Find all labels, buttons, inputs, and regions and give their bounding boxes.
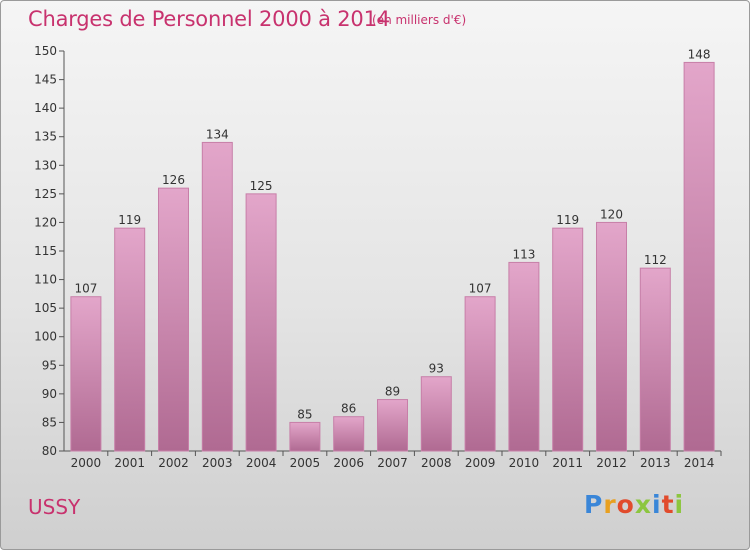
data-labels: 107 119 126 134 125 85 86 89 93 107 113 119 120 112 14… bbox=[74, 47, 710, 421]
data-label: 112 bbox=[644, 253, 667, 267]
data-label: 119 bbox=[118, 213, 141, 227]
y-tick-label: 90 bbox=[42, 387, 57, 401]
proxiti-logo[interactable]: Proxiti bbox=[584, 490, 684, 519]
bar bbox=[464, 296, 496, 452]
x-tick-label: 2004 bbox=[246, 456, 277, 470]
x-tick-label: 2007 bbox=[377, 456, 408, 470]
bar bbox=[552, 227, 584, 452]
logo-letter: o bbox=[616, 490, 635, 519]
y-tick-label: 135 bbox=[34, 130, 57, 144]
x-tick-label: 2002 bbox=[158, 456, 189, 470]
data-label: 86 bbox=[341, 402, 356, 416]
bar bbox=[420, 376, 452, 452]
y-tick-label: 140 bbox=[34, 101, 57, 115]
logo-letter: x bbox=[634, 490, 652, 519]
bar bbox=[70, 296, 102, 452]
y-tick-label: 110 bbox=[34, 273, 57, 287]
x-tick-label: 2001 bbox=[114, 456, 145, 470]
logo-letter: r bbox=[603, 490, 617, 519]
data-label: 148 bbox=[688, 47, 711, 61]
y-tick-label: 145 bbox=[34, 73, 57, 87]
logo-letter: P bbox=[584, 490, 604, 519]
bar bbox=[114, 227, 146, 452]
x-axis: 2000 2001 2002 2003 2004 2005 2006 2007 2008 2009… bbox=[64, 450, 722, 470]
bar bbox=[683, 61, 715, 452]
chart-subtitle: (en milliers d'€) bbox=[372, 13, 467, 27]
x-tick-label: 2014 bbox=[684, 456, 715, 470]
x-tick-label: 2013 bbox=[640, 456, 671, 470]
bar bbox=[245, 193, 277, 452]
commune-name: USSY bbox=[28, 495, 81, 519]
y-tick-label: 130 bbox=[34, 158, 57, 172]
x-tick-label: 2011 bbox=[552, 456, 583, 470]
x-tick-label: 2003 bbox=[202, 456, 233, 470]
x-tick-label: 2000 bbox=[71, 456, 102, 470]
x-tick-label: 2012 bbox=[596, 456, 627, 470]
x-tick-label: 2009 bbox=[465, 456, 496, 470]
data-label: 113 bbox=[512, 247, 535, 261]
bar bbox=[377, 399, 408, 452]
data-label: 120 bbox=[600, 207, 623, 221]
bar bbox=[289, 421, 321, 452]
bar bbox=[508, 261, 540, 452]
bar bbox=[201, 141, 233, 452]
bars bbox=[70, 61, 715, 452]
y-tick-label: 95 bbox=[42, 358, 57, 372]
logo-letter: i bbox=[674, 490, 685, 519]
data-label: 85 bbox=[297, 407, 312, 421]
data-label: 134 bbox=[206, 127, 229, 141]
x-tick-label: 2005 bbox=[290, 456, 321, 470]
x-tick-label: 2006 bbox=[333, 456, 364, 470]
data-label: 126 bbox=[162, 173, 185, 187]
y-tick-label: 120 bbox=[34, 215, 57, 229]
x-tick-label: 2010 bbox=[509, 456, 540, 470]
y-axis: 80 85 90 95 100 105 110 115 120 125 130 135 140 145 15… bbox=[34, 44, 65, 458]
chart-title: Charges de Personnel 2000 à 2014 bbox=[28, 7, 390, 31]
y-tick-label: 85 bbox=[42, 415, 57, 429]
data-label: 93 bbox=[429, 362, 444, 376]
y-tick-label: 105 bbox=[34, 301, 57, 315]
data-label: 107 bbox=[74, 282, 97, 296]
data-label: 107 bbox=[469, 282, 492, 296]
data-label: 119 bbox=[556, 213, 579, 227]
y-tick-label: 80 bbox=[42, 444, 57, 458]
bar bbox=[158, 187, 189, 452]
y-tick-label: 100 bbox=[34, 330, 57, 344]
bar bbox=[596, 221, 627, 452]
y-tick-label: 125 bbox=[34, 187, 57, 201]
bar bbox=[333, 416, 365, 452]
y-tick-label: 115 bbox=[34, 244, 57, 258]
data-label: 125 bbox=[250, 179, 273, 193]
bar bbox=[639, 267, 671, 452]
x-tick-label: 2008 bbox=[421, 456, 452, 470]
logo-letter: i bbox=[652, 490, 662, 519]
logo-letter: t bbox=[661, 490, 675, 519]
y-tick-label: 150 bbox=[34, 44, 57, 58]
data-label: 89 bbox=[385, 385, 400, 399]
